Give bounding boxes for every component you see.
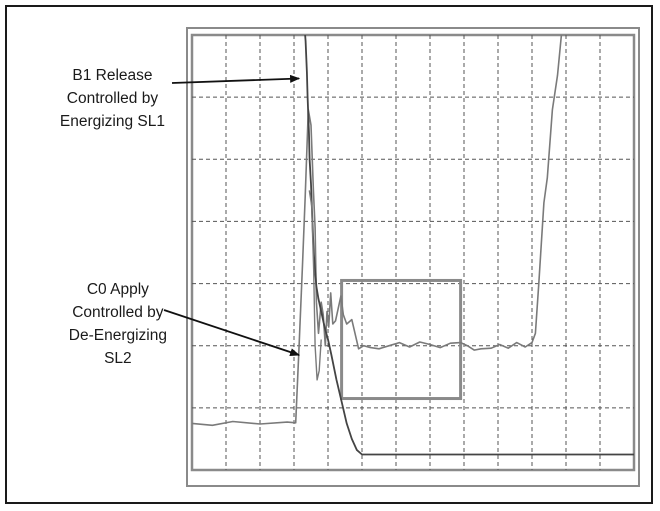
annotation-line: De-Energizing — [68, 327, 167, 344]
annotation-line: Controlled by — [72, 304, 164, 321]
plot-area-border — [190, 33, 636, 472]
series-line-falling-dark-trace — [304, 35, 634, 456]
b1-release-annotation: B1 Release Controlled by Energizing SL1 — [60, 64, 165, 133]
annotation-line: Energizing SL1 — [59, 113, 165, 130]
figure-frame — [5, 5, 653, 504]
highlight-box — [340, 278, 463, 401]
plot-outer-border — [186, 27, 640, 487]
c0-apply-annotation: C0 Apply Controlled by De-Energizing SL2 — [69, 278, 167, 370]
annotation-line: SL2 — [104, 350, 132, 367]
series-line-rising-light-trace — [192, 35, 563, 427]
annotation-arrow — [163, 309, 301, 356]
annotation-line: B1 Release — [72, 67, 153, 84]
annotation-arrow — [171, 74, 301, 84]
annotation-line: C0 Apply — [86, 281, 149, 298]
series-line-transient-spike — [308, 190, 322, 381]
annotation-line: Controlled by — [66, 90, 159, 107]
